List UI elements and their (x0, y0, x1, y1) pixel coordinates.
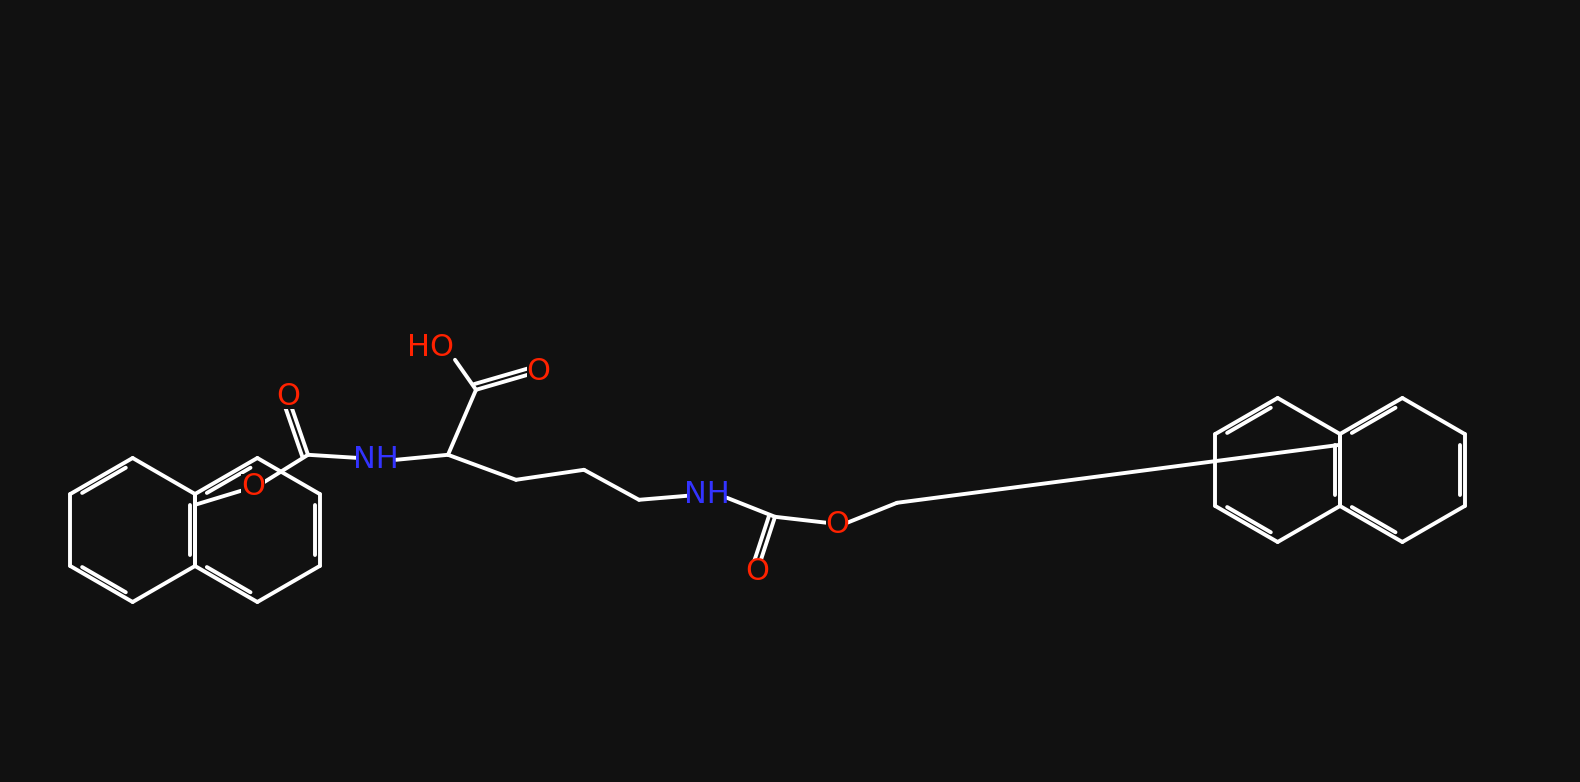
FancyBboxPatch shape (826, 513, 848, 536)
Text: HO: HO (408, 333, 455, 362)
FancyBboxPatch shape (276, 385, 299, 409)
Text: O: O (825, 511, 848, 540)
Text: O: O (276, 382, 300, 411)
FancyBboxPatch shape (689, 480, 725, 510)
FancyBboxPatch shape (359, 445, 393, 475)
FancyBboxPatch shape (746, 560, 768, 584)
Text: O: O (242, 472, 265, 501)
FancyBboxPatch shape (411, 334, 450, 362)
Text: O: O (526, 357, 550, 386)
FancyBboxPatch shape (528, 360, 548, 384)
FancyBboxPatch shape (242, 474, 265, 500)
Text: O: O (746, 558, 769, 586)
Text: NH: NH (352, 445, 398, 475)
Text: NH: NH (684, 480, 730, 509)
